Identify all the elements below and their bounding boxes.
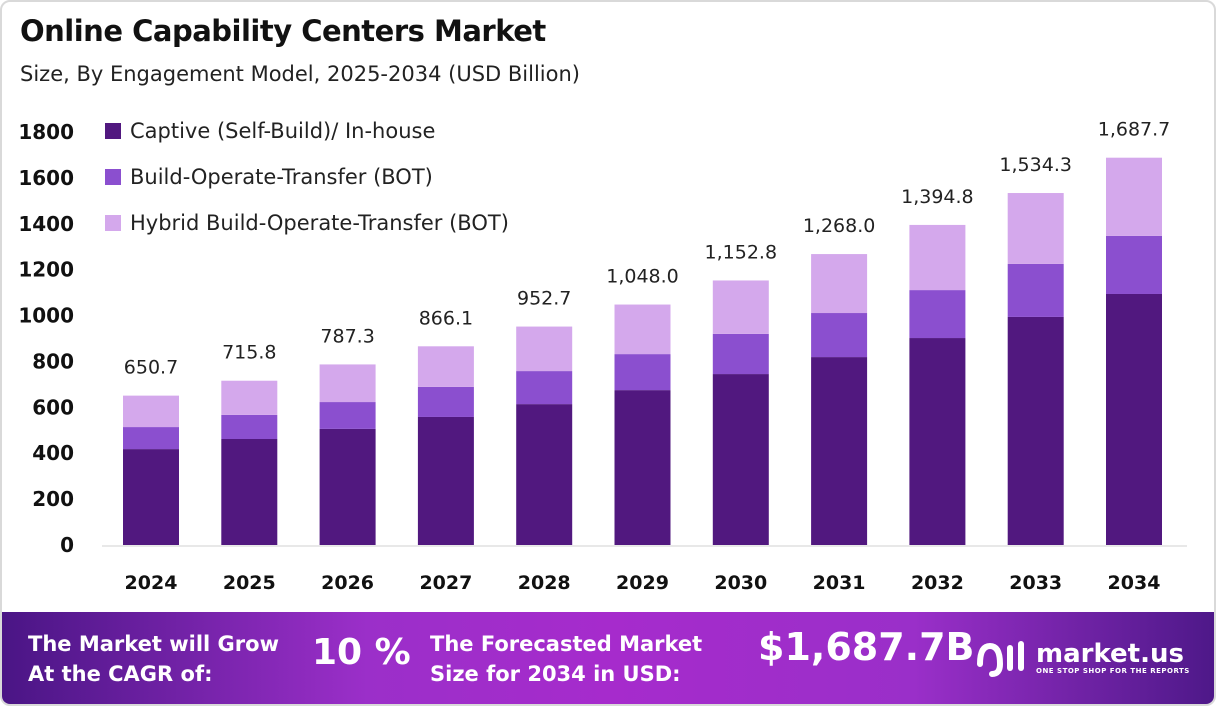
bar-segment-1	[1007, 316, 1064, 545]
bar-segment-1	[123, 449, 179, 545]
data-label: 866.1	[419, 307, 473, 329]
x-tick-label: 2024	[125, 572, 178, 594]
forecast-label-line2: Size for 2034 in USD:	[430, 662, 681, 686]
bar-segment-1	[319, 428, 376, 545]
bar-segment-3	[811, 254, 868, 314]
y-tick-label: 200	[32, 487, 74, 511]
legend-swatch	[105, 123, 121, 139]
data-label: 787.3	[320, 325, 374, 347]
legend-label: Captive (Self-Build)/ In-house	[130, 119, 435, 143]
bar-segment-1	[712, 374, 769, 545]
bar-segment-3	[319, 364, 376, 403]
logo-icon	[977, 641, 1024, 677]
y-tick-label: 0	[60, 533, 74, 557]
y-tick-label: 400	[32, 441, 74, 465]
cagr-label: The Market will Grow At the CAGR of:	[28, 629, 279, 689]
legend-swatch	[105, 169, 121, 185]
bar-segment-1	[811, 357, 868, 545]
x-tick-label: 2031	[813, 572, 866, 594]
data-label: 1,268.0	[803, 215, 876, 237]
bar-segment-3	[516, 326, 573, 372]
y-tick-label: 1600	[18, 166, 74, 190]
bar-segment-3	[221, 380, 278, 415]
bar-segment-1	[909, 338, 966, 545]
bar-segment-1	[221, 438, 278, 545]
x-tick-label: 2025	[223, 572, 276, 594]
y-tick-label: 1200	[18, 258, 74, 282]
x-tick-label: 2032	[911, 572, 964, 594]
bar-segment-2	[516, 371, 573, 405]
legend-swatch	[105, 215, 121, 231]
bar-segment-2	[417, 386, 474, 417]
bar-segment-2	[319, 402, 376, 429]
chart-subtitle: Size, By Engagement Model, 2025-2034 (US…	[20, 62, 580, 86]
bar-segment-3	[417, 346, 474, 387]
brand-name: market.us	[1036, 639, 1184, 669]
x-tick-label: 2030	[714, 572, 767, 594]
bar-segment-2	[1007, 263, 1064, 317]
bar-segment-3	[614, 304, 671, 355]
data-label: 650.7	[124, 357, 178, 379]
forecast-label: The Forecasted Market Size for 2034 in US…	[430, 629, 702, 689]
data-label: 1,534.3	[999, 154, 1072, 176]
bar-segment-2	[1106, 235, 1162, 294]
bar-segment-1	[1106, 293, 1162, 545]
bar-segment-2	[811, 313, 868, 358]
bar-segment-3	[909, 224, 966, 291]
forecast-value: $1,687.7B	[758, 625, 975, 669]
data-label: 1,394.8	[901, 186, 974, 208]
y-tick-label: 800	[32, 349, 74, 373]
x-tick-label: 2028	[518, 572, 571, 594]
brand-tagline: ONE STOP SHOP FOR THE REPORTS	[1036, 667, 1190, 675]
y-tick-label: 600	[32, 395, 74, 419]
bar-segment-3	[123, 395, 179, 428]
x-tick-label: 2027	[419, 572, 472, 594]
bar-segment-1	[614, 390, 671, 545]
bar-segment-2	[614, 354, 671, 391]
x-tick-label: 2026	[321, 572, 374, 594]
cagr-value: 10 %	[312, 632, 411, 673]
bar-segment-2	[712, 333, 769, 375]
x-tick-label: 2029	[616, 572, 669, 594]
data-label: 1,152.8	[705, 241, 778, 263]
x-tick-label: 2034	[1108, 572, 1161, 594]
data-label: 1,687.7	[1098, 119, 1171, 141]
brand-logo: market.us ONE STOP SHOP FOR THE REPORTS	[974, 638, 1190, 678]
bar-segment-1	[417, 416, 474, 545]
bar-segment-3	[1106, 157, 1162, 236]
bar-segment-1	[516, 404, 573, 545]
data-label: 1,048.0	[606, 266, 679, 288]
cagr-label-line1: The Market will Grow	[28, 632, 279, 656]
y-tick-label: 1000	[18, 304, 74, 328]
chart-title: Online Capability Centers Market	[20, 14, 546, 48]
legend-label: Build-Operate-Transfer (BOT)	[130, 165, 433, 189]
y-tick-label: 1800	[18, 120, 74, 144]
forecast-label-line1: The Forecasted Market	[430, 632, 703, 656]
y-tick-label: 1400	[18, 212, 74, 236]
chart-plot: 0 200 400 600 800 1000 1200 1400 1600 1800 650.7 20…	[18, 119, 1187, 594]
bar-segment-2	[909, 290, 966, 339]
bar-segment-2	[123, 427, 179, 450]
x-tick-label: 2033	[1009, 572, 1062, 594]
cagr-label-line2: At the CAGR of:	[28, 662, 213, 686]
bar-segment-3	[1007, 193, 1064, 264]
data-label: 952.7	[517, 288, 571, 310]
legend-label: Hybrid Build-Operate-Transfer (BOT)	[130, 211, 509, 235]
bar-segment-3	[712, 280, 769, 334]
data-label: 715.8	[222, 342, 276, 364]
bar-segment-2	[221, 414, 278, 439]
footer-banner: The Market will Grow At the CAGR of: 10 %…	[2, 612, 1214, 704]
